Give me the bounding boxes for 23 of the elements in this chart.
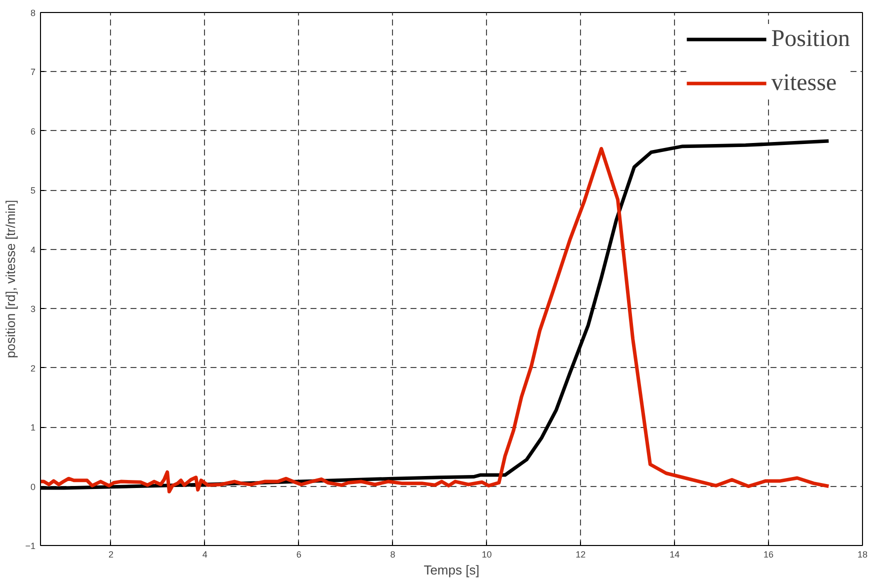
y-axis-title: position [rd], vitesse [tr/min] — [3, 200, 18, 358]
x-tick-label: 12 — [576, 550, 586, 560]
legend-label: vitesse — [771, 70, 837, 96]
y-tick-label: 5 — [30, 186, 36, 196]
x-tick-label: 18 — [857, 550, 868, 560]
x-tick-label: 6 — [296, 550, 302, 560]
y-tick-label: 2 — [30, 363, 36, 374]
x-tick-label: 14 — [670, 550, 680, 560]
x-tick-label: 8 — [390, 550, 396, 560]
y-tick-label: 4 — [30, 244, 36, 255]
y-tick-label: 3 — [30, 304, 36, 314]
y-tick-label: 8 — [30, 8, 36, 18]
y-tick-label: 1 — [30, 422, 36, 433]
x-tick-label: 16 — [764, 550, 774, 560]
y-tick-label: −1 — [25, 541, 36, 551]
y-tick-label: 0 — [30, 482, 36, 492]
y-tick-label: 6 — [30, 126, 36, 136]
x-tick-label: 4 — [202, 550, 208, 560]
x-tick-label: 10 — [482, 550, 492, 560]
legend-label: Position — [771, 26, 850, 52]
y-tick-label: 7 — [30, 67, 36, 78]
x-tick-label: 2 — [108, 550, 114, 560]
x-axis-title: Temps [s] — [424, 562, 480, 578]
